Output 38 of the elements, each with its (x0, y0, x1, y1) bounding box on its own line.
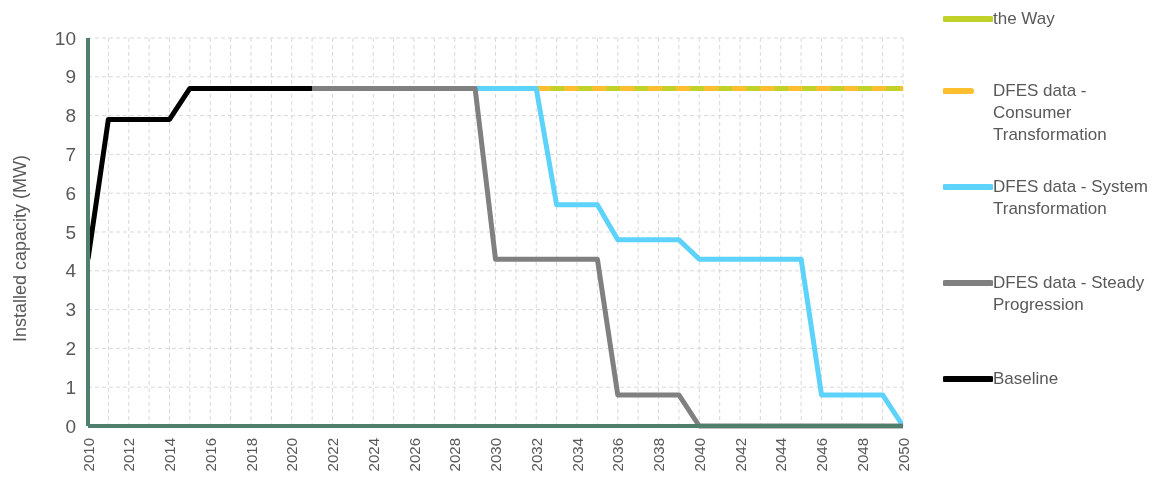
x-tick-label: 2032 (527, 438, 545, 472)
x-tick-label: 2020 (283, 438, 301, 472)
x-tick-label: 2024 (364, 438, 382, 472)
y-tick-label: 5 (65, 221, 76, 243)
y-tick-label: 2 (65, 337, 76, 359)
y-tick-label: 0 (65, 415, 76, 437)
x-tick-label: 2026 (405, 438, 423, 472)
x-tick-label: 2042 (731, 438, 749, 472)
x-tick-label: 2016 (201, 438, 219, 472)
legend-label: Baseline (993, 368, 1059, 390)
legend-label: DFES data - Consumer Transformation (993, 80, 1108, 146)
x-tick-label: 2030 (487, 438, 504, 472)
y-tick-label: 4 (65, 260, 77, 282)
legend-label: DFES data - Steady Progression (993, 272, 1146, 316)
y-tick-label: 8 (65, 105, 76, 127)
y-tick-label: 7 (65, 143, 76, 165)
x-tick-label: 2028 (446, 438, 464, 472)
x-tick-label: 2036 (609, 438, 627, 472)
x-tick-label: 2040 (690, 438, 708, 472)
x-tick-label: 2038 (650, 438, 667, 472)
y-tick-label: 10 (54, 27, 76, 49)
x-tick-label: 2010 (79, 438, 97, 472)
x-tick-label: 2050 (894, 438, 912, 472)
x-tick-label: 2048 (853, 438, 871, 472)
x-tick-label: 2022 (324, 438, 341, 472)
x-tick-label: 2018 (242, 438, 260, 472)
y-axis-title: Installed capacity (MW) (10, 154, 31, 342)
legend-label: DFES data - System Transformation (993, 176, 1149, 220)
x-tick-label: 2044 (772, 438, 790, 472)
y-tick-label: 6 (65, 182, 76, 204)
y-tick-label: 1 (65, 376, 76, 398)
x-tick-label: 2014 (161, 438, 178, 472)
x-tick-label: 2034 (568, 438, 586, 472)
x-tick-label: 2046 (813, 438, 830, 472)
y-tick-label: 3 (65, 299, 76, 321)
legend-label: the Way (993, 8, 1055, 30)
x-tick-label: 2012 (120, 438, 138, 472)
y-tick-label: 9 (65, 66, 76, 88)
